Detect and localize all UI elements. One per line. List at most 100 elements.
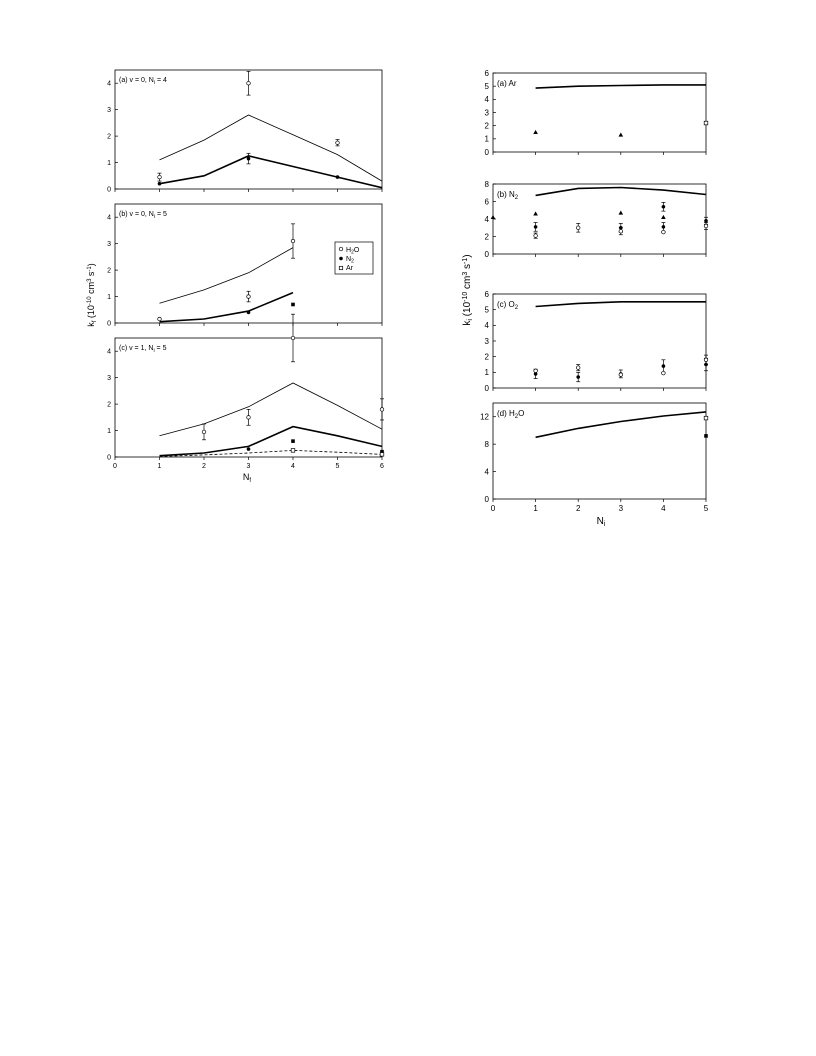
y-tick-label: 4 xyxy=(107,81,111,88)
data-point-filled-circle xyxy=(533,372,538,376)
x-tick-label: 0 xyxy=(491,504,496,513)
right-xlabel: Ni xyxy=(597,516,606,528)
right-ylabel-exp2: 3 xyxy=(462,272,469,276)
panel-label: (a) v = 0, Ni = 4 xyxy=(119,77,167,86)
panel-right-b: 0 2 4 6 8 (b) N2 xyxy=(485,180,709,259)
y-tick-label: 8 xyxy=(485,440,490,449)
data-point-open-circle xyxy=(618,229,623,234)
x-tick-label: 5 xyxy=(704,504,709,513)
right-ylabel-close: ) xyxy=(462,254,473,257)
data-point-open-circle xyxy=(290,335,296,341)
data-point-filled-circle xyxy=(704,218,708,223)
y-tick-label: 1 xyxy=(485,135,490,144)
left-ylabel-k: k xyxy=(86,322,96,327)
panel-label: (d) H2O xyxy=(497,409,524,420)
y-tick-label: 4 xyxy=(485,321,490,330)
x-tick-label: 3 xyxy=(619,504,624,513)
data-point-open-square xyxy=(379,452,385,457)
data-point-filled-triangle xyxy=(533,129,538,135)
x-tick-label: 1 xyxy=(533,504,538,513)
right-xlabel-n: N xyxy=(597,516,604,527)
data-point-filled-circle xyxy=(246,310,251,315)
legend-marker-h2o xyxy=(338,246,344,252)
data-point-filled-circle xyxy=(533,225,538,229)
y-tick-label: 3 xyxy=(107,375,111,382)
data-point-open-circle xyxy=(157,174,162,180)
legend-marker-n2 xyxy=(339,256,343,261)
data-point-open-circle xyxy=(246,81,251,86)
left-ylabel-unit2: cm xyxy=(86,282,96,297)
x-tick-label: 2 xyxy=(576,504,581,513)
y-tick-label: 12 xyxy=(480,413,489,422)
y-tick-label: 8 xyxy=(485,180,490,189)
y-tick-label: 2 xyxy=(485,121,490,130)
panel-left-c: 0 1 2 3 4 0 1 2 3 4 5 6 (c) v = 1, Ni = 5 xyxy=(107,313,385,470)
data-point-filled-triangle xyxy=(661,214,666,220)
data-point-open-circle xyxy=(661,370,666,376)
legend: H2O N2 Ar xyxy=(334,241,374,275)
panel-left-b: 0 1 2 3 4 (b) v = 0, Ni = 5 xyxy=(107,203,383,327)
data-point-open-circle xyxy=(618,372,623,377)
y-tick-label: 1 xyxy=(107,428,111,435)
data-point-open-circle xyxy=(201,429,207,435)
plot-frame xyxy=(492,293,707,389)
data-point-filled-circle xyxy=(246,156,251,161)
series-line-dashed xyxy=(159,449,383,457)
series-line-thick xyxy=(535,411,707,439)
y-tick-label: 3 xyxy=(107,241,111,248)
y-tick-label: 2 xyxy=(485,232,490,241)
y-tick-label: 0 xyxy=(485,495,490,504)
x-tick-label: 2 xyxy=(202,463,206,470)
y-tick-label: 4 xyxy=(485,95,490,104)
panel-label: (b) v = 0, Ni = 5 xyxy=(119,211,167,220)
y-tick-label: 5 xyxy=(485,82,490,91)
left-ylabel-close: ) xyxy=(86,263,96,266)
panel-left-a: 0 1 2 3 4 (a) v = 0, Ni = 4 xyxy=(107,69,383,193)
right-ylabel-k: k xyxy=(462,320,473,326)
legend-label-n2: N2 xyxy=(346,256,354,265)
series-line-thick xyxy=(535,300,706,308)
y-tick-label: 4 xyxy=(485,467,490,476)
legend-label-h2o: H2O xyxy=(346,247,360,256)
legend-marker-ar xyxy=(338,265,344,271)
legend-label-ar: Ar xyxy=(346,265,354,272)
left-xlabel: Nf xyxy=(243,472,252,484)
data-point-open-circle xyxy=(661,229,666,235)
y-tick-label: 3 xyxy=(485,337,490,346)
plot-frame xyxy=(492,183,707,255)
data-point-open-circle xyxy=(703,357,709,362)
y-tick-label: 0 xyxy=(485,250,490,259)
data-point-filled-square xyxy=(380,449,384,454)
data-point-open-circle xyxy=(157,316,162,322)
panel-right-a: 0 1 2 3 4 5 6 (a) Ar xyxy=(485,69,709,157)
left-ylabel: kf (10-10 cm3 s-1) xyxy=(86,263,98,327)
data-point-open-circle xyxy=(246,294,251,299)
data-point-open-circle xyxy=(246,415,251,420)
data-point-filled-circle xyxy=(335,175,340,179)
left-xlabel-sub: f xyxy=(249,478,251,484)
y-tick-label: 2 xyxy=(107,134,111,141)
left-ylabel-sub: f xyxy=(92,320,98,322)
right-ylabel-sub: i xyxy=(467,319,474,321)
right-xlabel-sub: i xyxy=(604,521,606,528)
x-tick-label: 5 xyxy=(336,463,340,470)
x-tick-label: 4 xyxy=(661,504,666,513)
series-line-thick xyxy=(159,155,383,189)
data-point-filled-square xyxy=(291,439,295,443)
series-line-thick xyxy=(535,186,707,197)
x-tick-label: 6 xyxy=(380,463,384,470)
left-xlabel-n: N xyxy=(243,472,250,482)
data-point-filled-circle xyxy=(661,225,666,229)
x-tick-label: 4 xyxy=(291,463,295,470)
right-ylabel: ki (10-10 cm3 s-1) xyxy=(462,254,474,325)
panel-label: (a) Ar xyxy=(497,79,517,88)
data-point-filled-circle xyxy=(661,364,666,368)
data-point-filled-circle xyxy=(576,375,580,379)
data-point-open-square xyxy=(290,448,296,453)
data-point-filled-circle xyxy=(661,204,666,209)
y-tick-label: 0 xyxy=(485,148,490,157)
data-point-open-circle xyxy=(533,233,538,238)
left-ylabel-unit3: s xyxy=(86,271,96,279)
y-tick-label: 0 xyxy=(107,320,111,327)
